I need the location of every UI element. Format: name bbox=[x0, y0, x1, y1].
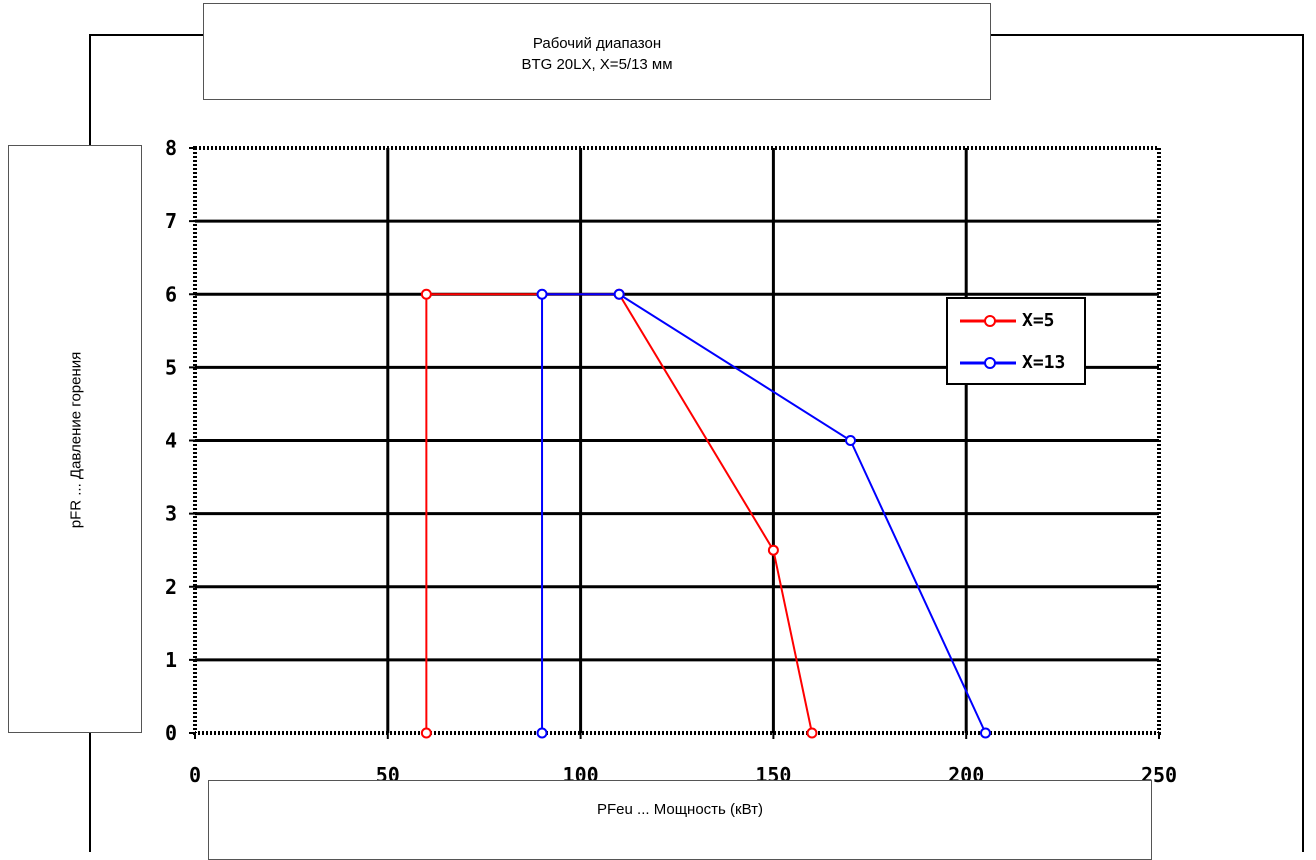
series-point-0 bbox=[420, 727, 432, 739]
x-axis-label: PFeu ... Мощность (кВт) bbox=[597, 801, 763, 818]
x-tick-label: 0 bbox=[189, 763, 201, 787]
legend-swatch-x5 bbox=[960, 315, 1016, 327]
y-tick-label: 1 bbox=[165, 648, 177, 672]
series-point-1 bbox=[613, 288, 625, 300]
series-point-0 bbox=[806, 727, 818, 739]
frame-top-right-line bbox=[991, 34, 1303, 36]
y-axis-label-box: pFR ... Давление горения bbox=[8, 145, 142, 733]
x-axis-label-box: PFeu ... Мощность (кВт) bbox=[208, 780, 1152, 860]
y-tick-label: 6 bbox=[165, 282, 177, 306]
chart-subtitle: BTG 20LX, X=5/13 мм bbox=[521, 56, 673, 73]
chart-legend: X=5 X=13 bbox=[946, 297, 1086, 385]
y-tick-label: 8 bbox=[165, 136, 177, 160]
y-tick-label: 0 bbox=[165, 721, 177, 745]
y-tick-label: 4 bbox=[165, 429, 177, 453]
series-point-0 bbox=[767, 544, 779, 556]
y-tick-label: 3 bbox=[165, 502, 177, 526]
y-tick-label: 7 bbox=[165, 209, 177, 233]
legend-item-x5: X=5 bbox=[948, 309, 1084, 333]
chart-title: Рабочий диапазон bbox=[532, 35, 662, 52]
legend-label-x13: X=13 bbox=[1022, 352, 1066, 373]
series-point-1 bbox=[845, 435, 857, 446]
chart-series bbox=[420, 288, 991, 739]
series-point-1 bbox=[536, 727, 548, 739]
y-tick-label: 5 bbox=[165, 355, 177, 379]
series-point-0 bbox=[420, 288, 432, 300]
legend-swatch-x13 bbox=[960, 357, 1016, 369]
chart-grid bbox=[193, 146, 1161, 735]
series-point-1 bbox=[536, 288, 548, 300]
series-point-1 bbox=[979, 727, 991, 739]
y-tick-label: 2 bbox=[165, 575, 177, 599]
frame-top-left-line bbox=[89, 34, 203, 36]
frame-right-line bbox=[1302, 34, 1304, 852]
legend-label-x5: X=5 bbox=[1022, 310, 1055, 331]
chart-title-box: Рабочий диапазон BTG 20LX, X=5/13 мм bbox=[203, 3, 991, 100]
legend-item-x13: X=13 bbox=[948, 351, 1084, 375]
y-axis-label: pFR ... Давление горения bbox=[67, 351, 85, 529]
